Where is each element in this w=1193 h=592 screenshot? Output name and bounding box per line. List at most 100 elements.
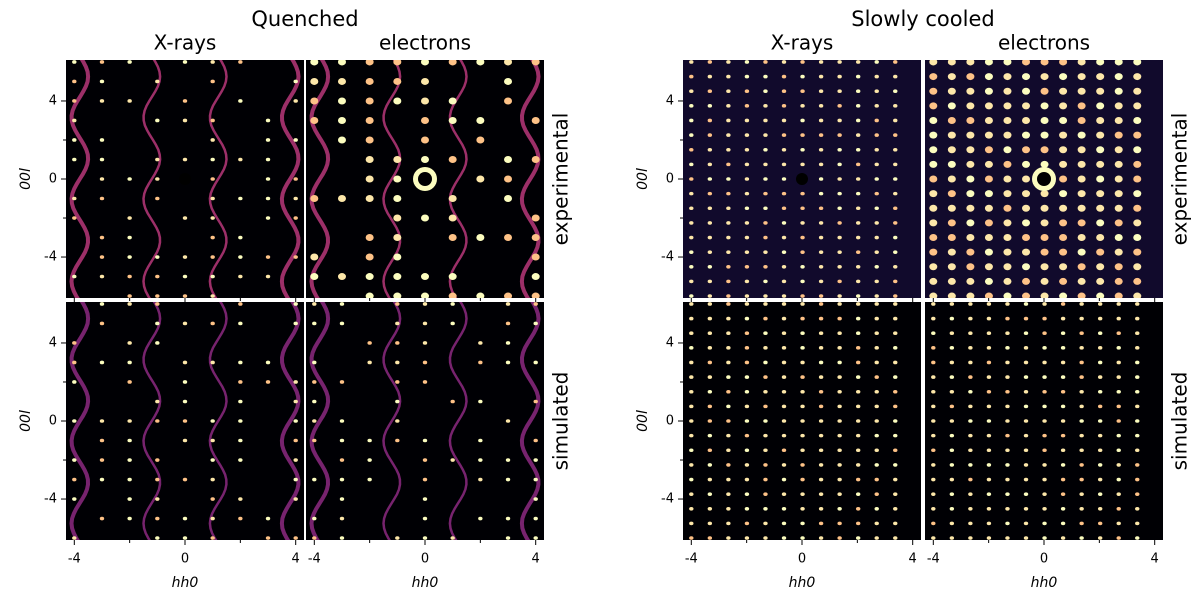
spot xyxy=(726,89,731,94)
spot xyxy=(707,419,713,423)
spot xyxy=(874,463,879,467)
spot xyxy=(800,162,805,167)
spot xyxy=(1135,477,1140,482)
spot xyxy=(1003,190,1012,198)
spot xyxy=(1114,248,1123,256)
spot xyxy=(1060,302,1066,306)
spot xyxy=(210,536,215,540)
spot xyxy=(744,206,750,211)
spot xyxy=(837,419,842,423)
spot xyxy=(422,360,428,365)
spot xyxy=(127,360,132,365)
spot xyxy=(1022,292,1031,298)
spot xyxy=(1096,160,1105,168)
spot xyxy=(1133,102,1142,110)
spot xyxy=(744,346,750,350)
spot xyxy=(310,253,319,261)
spot xyxy=(781,89,787,94)
spot xyxy=(947,175,956,183)
spot xyxy=(984,73,993,81)
spot xyxy=(689,89,694,94)
spot xyxy=(293,458,298,462)
panel xyxy=(66,302,304,540)
spot xyxy=(744,492,750,496)
spot xyxy=(837,316,842,321)
spot xyxy=(1077,277,1086,285)
spot xyxy=(182,99,188,103)
spot xyxy=(855,404,861,409)
streak xyxy=(448,60,468,298)
spot xyxy=(874,264,879,269)
spot xyxy=(533,360,538,365)
spot xyxy=(293,79,298,84)
spot xyxy=(155,399,160,404)
spot xyxy=(818,506,824,511)
spot xyxy=(837,536,842,540)
spot xyxy=(1079,389,1084,394)
spot xyxy=(505,477,511,482)
spot xyxy=(837,448,842,453)
spot xyxy=(1005,506,1010,511)
spot xyxy=(312,477,317,482)
spot xyxy=(1096,263,1105,271)
spot xyxy=(1059,73,1068,81)
spot xyxy=(1042,521,1047,526)
spot xyxy=(744,147,750,152)
spot xyxy=(763,104,768,108)
spot xyxy=(949,448,955,453)
spot xyxy=(984,102,993,110)
spot xyxy=(931,521,936,526)
spot xyxy=(339,497,345,501)
spot xyxy=(422,477,428,482)
spot xyxy=(531,292,540,298)
spot xyxy=(763,375,768,379)
spot xyxy=(986,316,992,321)
spot xyxy=(1133,248,1142,256)
spot xyxy=(293,438,298,443)
spot xyxy=(1135,346,1140,350)
spot xyxy=(726,331,731,336)
spot xyxy=(210,79,215,84)
spot xyxy=(504,175,513,183)
spot xyxy=(744,302,750,306)
spot xyxy=(689,206,694,211)
spot xyxy=(818,89,824,94)
spot xyxy=(874,162,879,167)
spot xyxy=(689,191,694,196)
row-label: experimental xyxy=(1168,113,1192,246)
spot xyxy=(1040,248,1049,256)
y-tick-label: 4 xyxy=(666,93,674,108)
spot xyxy=(986,536,992,540)
spot xyxy=(855,302,861,306)
spot xyxy=(949,404,955,409)
spot xyxy=(293,536,298,540)
spot xyxy=(689,346,694,350)
spot xyxy=(874,419,879,423)
streak xyxy=(309,302,331,540)
spot xyxy=(874,177,879,181)
streak xyxy=(382,302,402,540)
spot xyxy=(1077,219,1086,227)
spot xyxy=(182,216,188,220)
spot xyxy=(1005,316,1010,321)
streak xyxy=(208,302,228,540)
spot xyxy=(800,133,805,137)
spot xyxy=(763,89,768,94)
spot xyxy=(99,458,105,462)
y-axis-label: 00l xyxy=(635,168,651,190)
spot xyxy=(800,104,805,108)
spot xyxy=(395,302,400,306)
spot xyxy=(393,273,402,281)
spot xyxy=(929,102,938,110)
spot xyxy=(837,302,842,306)
spot xyxy=(800,279,805,284)
spot xyxy=(422,458,428,462)
spot xyxy=(689,118,694,123)
spot xyxy=(763,235,768,240)
spot xyxy=(726,375,731,379)
spot xyxy=(1077,175,1086,183)
spot xyxy=(1079,521,1084,526)
spot xyxy=(1116,419,1121,423)
spot xyxy=(855,74,861,79)
spot xyxy=(1116,360,1121,365)
